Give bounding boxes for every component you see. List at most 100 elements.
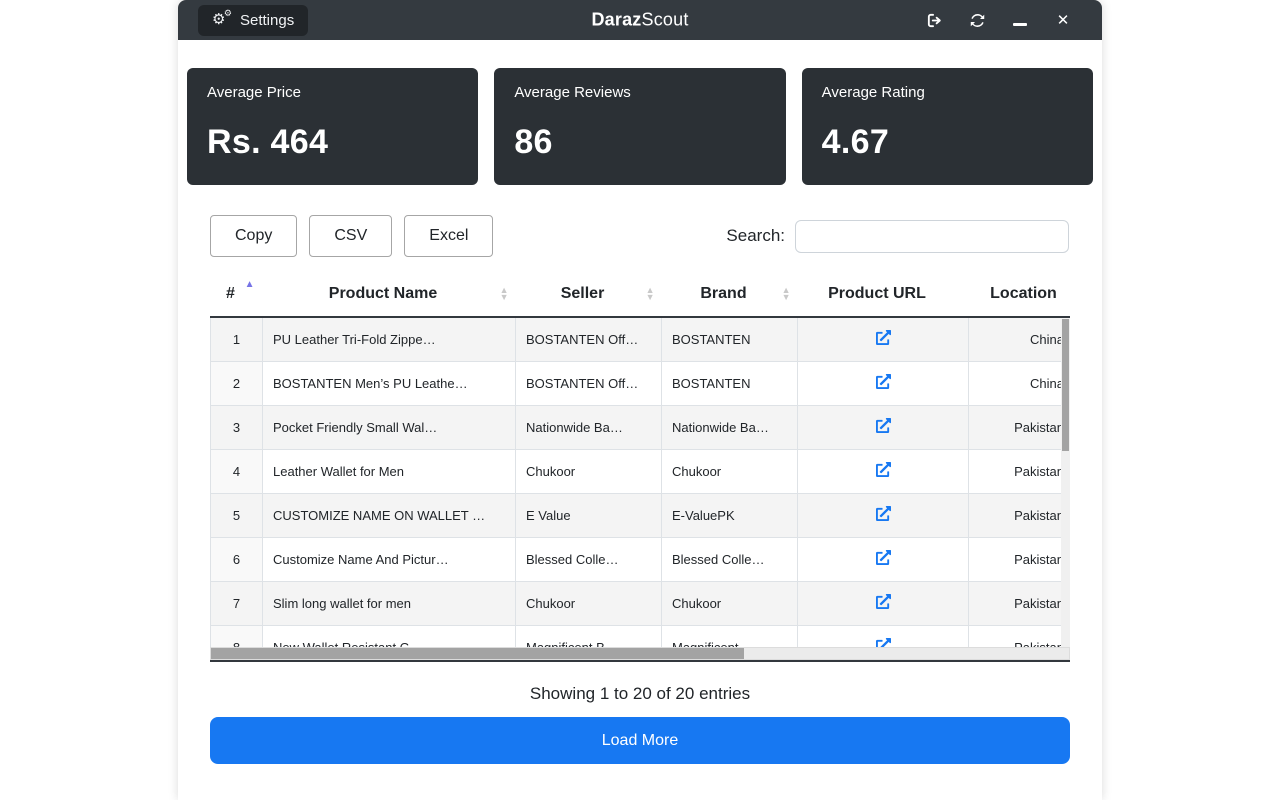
location-cell: Pakistan (968, 537, 1070, 582)
brand-cell: E-ValuePK (661, 493, 798, 538)
entries-info: Showing 1 to 20 of 20 entries (529, 684, 751, 703)
minimize-icon[interactable] (1011, 11, 1029, 29)
location-cell: Pakistan (968, 581, 1070, 626)
stat-label: Average Rating (821, 84, 925, 101)
column-header-product-name[interactable]: Product Name ▲ ▼ (262, 271, 516, 318)
product-url-cell (797, 625, 969, 647)
search-input[interactable] (795, 219, 1069, 253)
product-url-cell (797, 581, 969, 626)
product-name-cell: PU Leather Tri-Fold Zippe… (262, 317, 516, 362)
external-link-icon[interactable] (875, 330, 891, 346)
app-window: ⚙ ⚙ Settings DarazScout (178, 0, 1102, 800)
sign-out-icon[interactable] (925, 11, 943, 29)
column-header-seller[interactable]: Seller ▲ ▼ (515, 271, 662, 318)
stat-value: 4.67 (821, 123, 890, 161)
seller-cell: BOSTANTEN Off… (515, 317, 662, 362)
brand-cell: BOSTANTEN (661, 361, 798, 406)
row-index-cell: 1 (210, 317, 263, 362)
seller-cell: E Value (515, 493, 662, 538)
excel-button[interactable]: Excel (404, 215, 494, 257)
row-index-cell: 4 (210, 449, 263, 494)
table-body: 1 PU Leather Tri-Fold Zippe… BOSTANTEN O… (210, 317, 1070, 647)
seller-cell: Chukoor (515, 581, 662, 626)
products-table: # ▲ Product Name ▲ ▼ Seller ▲ ▼ (210, 271, 1070, 647)
row-index-cell: 7 (210, 581, 263, 626)
seller-cell: Magnificent B… (515, 625, 662, 647)
row-index-cell: 2 (210, 361, 263, 406)
product-name-cell: Pocket Friendly Small Wal… (262, 405, 516, 450)
location-cell: China (968, 361, 1070, 406)
app-title: DarazScout (591, 10, 688, 31)
stat-label: Average Reviews (514, 84, 631, 101)
vertical-scrollbar-thumb[interactable] (1062, 319, 1069, 451)
external-link-icon[interactable] (875, 374, 891, 389)
load-more-button[interactable]: Load More (210, 717, 1070, 764)
search-label: Search: (726, 226, 785, 245)
column-header-index[interactable]: # ▲ (210, 271, 263, 318)
location-cell: China (968, 317, 1070, 362)
horizontal-scrollbar-thumb[interactable] (211, 648, 744, 659)
sort-icons: ▲ ▼ (499, 284, 509, 302)
seller-cell: Blessed Colle… (515, 537, 662, 582)
product-name-cell: New Wallet Resistant C… (262, 625, 516, 647)
external-link-icon[interactable] (875, 506, 891, 521)
sort-asc-icon: ▲ (244, 279, 255, 290)
table-bottom-border (210, 660, 1070, 662)
product-url-cell (797, 493, 969, 538)
stat-card-average-reviews: Average Reviews 86 (494, 68, 786, 185)
brand-cell: Chukoor (661, 449, 798, 494)
product-url-cell (797, 537, 969, 582)
seller-cell: Nationwide Ba… (515, 405, 662, 450)
external-link-icon[interactable] (875, 594, 891, 609)
stat-value: Rs. 464 (207, 123, 329, 161)
seller-cell: BOSTANTEN Off… (515, 361, 662, 406)
horizontal-scrollbar[interactable] (210, 647, 1070, 660)
settings-button[interactable]: ⚙ ⚙ Settings (198, 4, 309, 36)
product-name-cell: CUSTOMIZE NAME ON WALLET … (262, 493, 516, 538)
sort-icons: ▲ ▼ (645, 284, 655, 302)
location-cell: Pakistan (968, 405, 1070, 450)
product-name-cell: Leather Wallet for Men (262, 449, 516, 494)
external-link-icon[interactable] (875, 550, 891, 565)
table-scroll-area: # ▲ Product Name ▲ ▼ Seller ▲ ▼ (210, 271, 1070, 647)
sort-icons: ▲ ▼ (781, 284, 791, 302)
product-url-cell (797, 317, 969, 362)
product-url-cell (797, 361, 969, 406)
gears-icon: ⚙ ⚙ (212, 8, 232, 28)
copy-button[interactable]: Copy (210, 215, 298, 257)
row-index-cell: 6 (210, 537, 263, 582)
table-row: 4 Leather Wallet for Men Chukoor Chukoor… (210, 449, 1070, 494)
table-row: 3 Pocket Friendly Small Wal… Nationwide … (210, 405, 1070, 450)
close-icon[interactable]: ✕ (1056, 11, 1070, 29)
settings-label: Settings (240, 11, 295, 29)
column-header-brand[interactable]: Brand ▲ ▼ (661, 271, 798, 318)
external-link-icon[interactable] (875, 462, 891, 477)
product-url-cell (797, 405, 969, 450)
brand-cell: BOSTANTEN (661, 317, 798, 362)
vertical-scrollbar[interactable] (1061, 319, 1070, 647)
row-index-cell: 3 (210, 405, 263, 450)
table-row: 1 PU Leather Tri-Fold Zippe… BOSTANTEN O… (210, 317, 1070, 362)
table-row: 2 BOSTANTEN Men’s PU Leathe… BOSTANTEN O… (210, 361, 1070, 406)
column-header-product-url[interactable]: Product URL (797, 271, 969, 318)
product-name-cell: Slim long wallet for men (262, 581, 516, 626)
external-link-icon[interactable] (875, 418, 891, 433)
brand-cell: Blessed Colle… (661, 537, 798, 582)
product-name-cell: Customize Name And Pictur… (262, 537, 516, 582)
row-index-cell: 8 (210, 625, 263, 647)
seller-cell: Chukoor (515, 449, 662, 494)
row-index-cell: 5 (210, 493, 263, 538)
brand-cell: Magnificent… (661, 625, 798, 647)
column-header-location[interactable]: Location ▲▼ (968, 271, 1070, 318)
app-title-light: Scout (641, 9, 689, 30)
table-row: 6 Customize Name And Pictur… Blessed Col… (210, 537, 1070, 582)
csv-button[interactable]: CSV (309, 215, 393, 257)
external-link-icon[interactable] (875, 638, 891, 647)
product-url-cell (797, 449, 969, 494)
location-cell: Pakistan (968, 625, 1070, 647)
refresh-icon[interactable] (968, 11, 986, 29)
stat-cards: Average Price Rs. 464 Average Reviews 86… (178, 40, 1102, 185)
product-name-cell: BOSTANTEN Men’s PU Leathe… (262, 361, 516, 406)
stat-value: 86 (514, 123, 553, 161)
